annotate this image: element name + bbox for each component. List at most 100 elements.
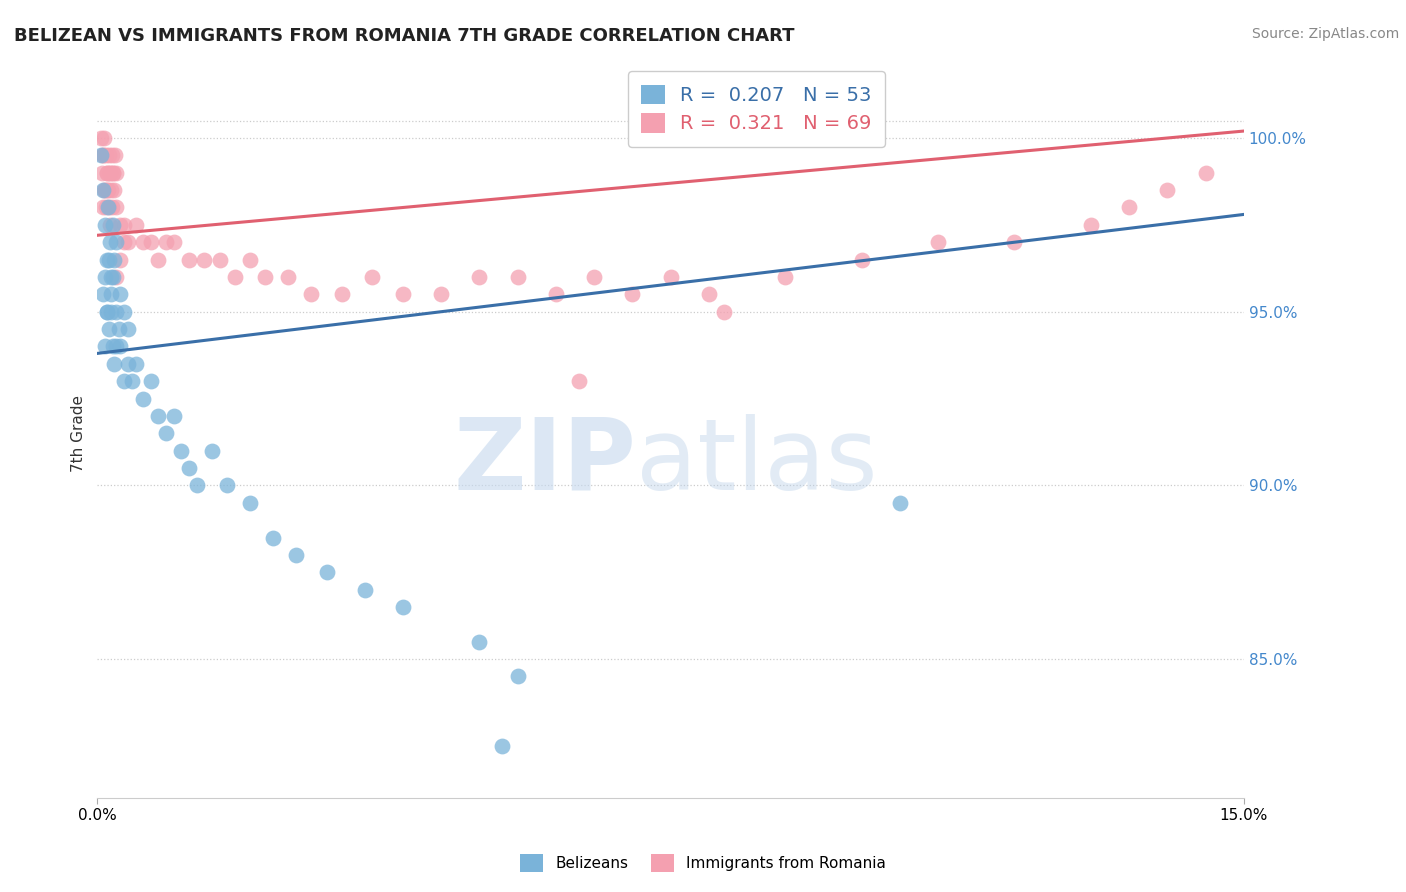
Point <box>506 269 529 284</box>
Point <box>98 166 121 180</box>
Point <box>1004 235 1026 250</box>
Point <box>100 183 122 197</box>
Point <box>90 148 112 162</box>
Point <box>773 269 796 284</box>
Point <box>132 235 155 250</box>
Point <box>101 148 124 162</box>
Point <box>139 235 162 250</box>
Point <box>506 669 529 683</box>
Point <box>97 322 120 336</box>
Point <box>98 166 121 180</box>
Point <box>97 252 120 267</box>
Point <box>105 304 128 318</box>
Point <box>104 166 127 180</box>
Point <box>285 548 308 562</box>
Point <box>96 166 118 180</box>
Point <box>101 339 124 353</box>
Point <box>107 322 129 336</box>
Point <box>110 252 132 267</box>
Point <box>659 269 682 284</box>
Point <box>583 269 606 284</box>
Point <box>1118 201 1140 215</box>
Point <box>139 374 162 388</box>
Point <box>124 218 146 232</box>
Point <box>101 269 124 284</box>
Point <box>117 322 139 336</box>
Point <box>93 287 115 301</box>
Legend: R =  0.207   N = 53, R =  0.321   N = 69: R = 0.207 N = 53, R = 0.321 N = 69 <box>628 71 886 147</box>
Point <box>177 461 200 475</box>
Point <box>97 201 120 215</box>
Point <box>97 201 120 215</box>
Point <box>468 269 491 284</box>
Point <box>163 409 186 423</box>
Point <box>155 426 177 441</box>
Point <box>353 582 375 597</box>
Point <box>927 235 949 250</box>
Point <box>170 443 193 458</box>
Point <box>491 739 513 753</box>
Point <box>97 183 120 197</box>
Point <box>103 166 125 180</box>
Point <box>94 148 117 162</box>
Point <box>94 201 117 215</box>
Point <box>101 218 124 232</box>
Point <box>889 496 911 510</box>
Point <box>91 148 114 162</box>
Point <box>208 252 231 267</box>
Point <box>1156 183 1178 197</box>
Point <box>96 166 118 180</box>
Point <box>105 269 128 284</box>
Point <box>105 201 128 215</box>
Point <box>117 235 139 250</box>
Point <box>186 478 208 492</box>
Point <box>93 131 115 145</box>
Point <box>361 269 384 284</box>
Point <box>94 339 117 353</box>
Text: BELIZEAN VS IMMIGRANTS FROM ROMANIA 7TH GRADE CORRELATION CHART: BELIZEAN VS IMMIGRANTS FROM ROMANIA 7TH … <box>14 27 794 45</box>
Point <box>103 183 125 197</box>
Point <box>621 287 644 301</box>
Point <box>101 201 124 215</box>
Point <box>94 183 117 197</box>
Point <box>94 218 117 232</box>
Point <box>112 235 135 250</box>
Point <box>101 166 124 180</box>
Point <box>112 304 135 318</box>
Point <box>239 496 262 510</box>
Point <box>254 269 277 284</box>
Point <box>713 304 735 318</box>
Point <box>132 392 155 406</box>
Text: ZIP: ZIP <box>453 414 636 511</box>
Point <box>100 269 122 284</box>
Point <box>110 287 132 301</box>
Point <box>93 148 115 162</box>
Point <box>124 357 146 371</box>
Point <box>90 131 112 145</box>
Point <box>94 269 117 284</box>
Point <box>103 357 125 371</box>
Point <box>121 374 143 388</box>
Point <box>105 339 128 353</box>
Point <box>1194 166 1216 180</box>
Y-axis label: 7th Grade: 7th Grade <box>72 395 86 472</box>
Point <box>201 443 224 458</box>
Point <box>430 287 453 301</box>
Point <box>117 357 139 371</box>
Point <box>100 287 122 301</box>
Point <box>148 252 170 267</box>
Point <box>97 148 120 162</box>
Point <box>96 252 118 267</box>
Point <box>110 339 132 353</box>
Point <box>110 218 132 232</box>
Point <box>239 252 262 267</box>
Point <box>91 166 114 180</box>
Point <box>93 183 115 197</box>
Point <box>544 287 567 301</box>
Point <box>163 235 186 250</box>
Point <box>851 252 873 267</box>
Point <box>100 304 122 318</box>
Point <box>105 235 128 250</box>
Legend: Belizeans, Immigrants from Romania: Belizeans, Immigrants from Romania <box>512 846 894 880</box>
Point <box>103 252 125 267</box>
